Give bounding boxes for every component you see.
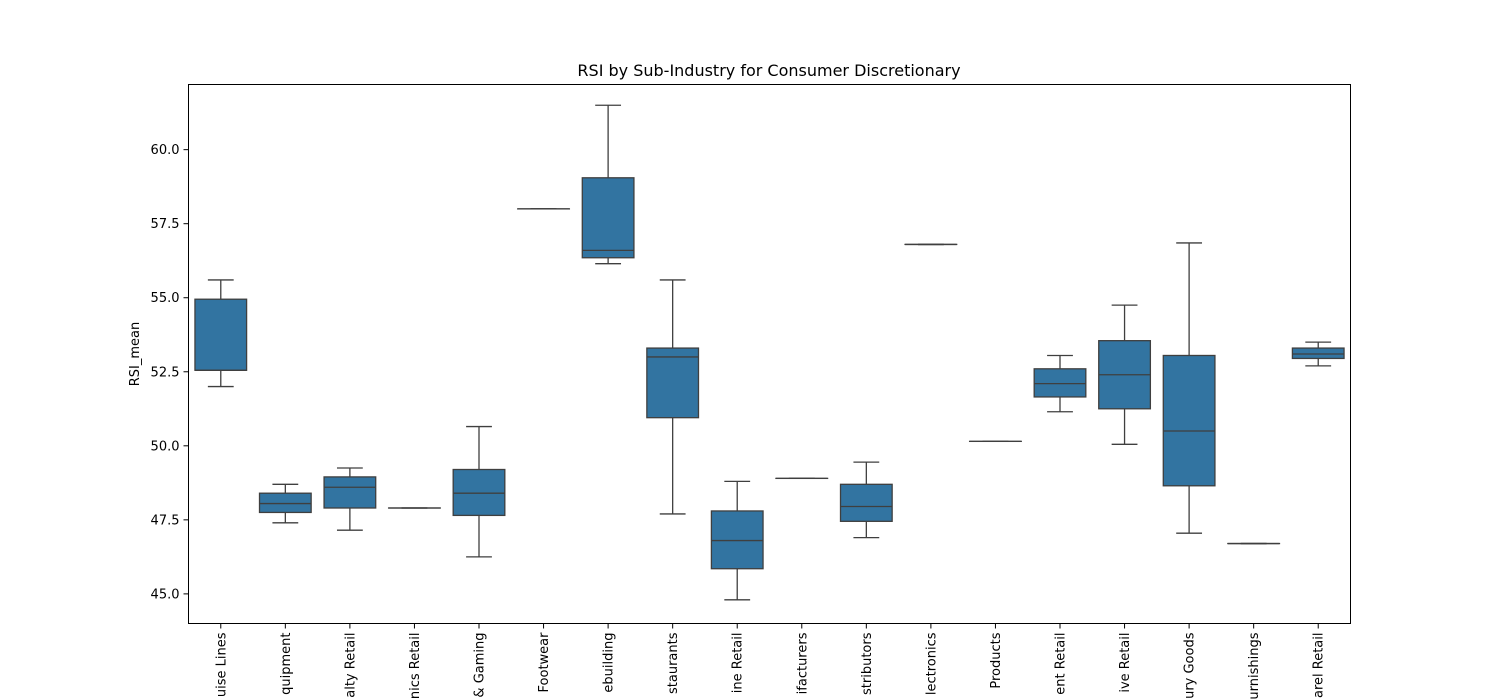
iqr-box <box>710 510 764 570</box>
plot-frame <box>188 84 1351 624</box>
box-5 <box>452 425 506 558</box>
x-tick-label: staurants <box>666 632 681 694</box>
x-tick-label: stributors <box>860 632 875 695</box>
box-14 <box>1033 354 1087 413</box>
iqr-box <box>258 492 312 514</box>
box-7 <box>581 104 635 265</box>
iqr-box <box>194 298 248 371</box>
x-tick-label: quipment <box>279 633 294 695</box>
y-tick-label: 55.0 <box>151 291 180 306</box>
iqr-box <box>323 476 377 509</box>
x-tick-label: lectronics <box>924 632 939 695</box>
y-tick-label: 52.5 <box>151 365 180 380</box>
x-tick-label: Footwear <box>537 632 552 693</box>
y-axis: 45.0 47.5 50.0 52.5 55.0 57.5 60.0 <box>151 143 189 602</box>
box-11 <box>839 461 893 539</box>
x-tick-label: Products <box>989 632 1004 688</box>
box-3 <box>323 467 377 531</box>
x-tick-label: ine Retail <box>731 633 746 694</box>
y-tick-label: 60.0 <box>151 143 180 158</box>
y-axis-label: RSI_mean <box>128 322 143 387</box>
chart-title: RSI by Sub-Industry for Consumer Discret… <box>577 61 960 80</box>
iqr-box <box>1033 368 1087 398</box>
x-tick-label: nics Retail <box>408 633 423 700</box>
x-tick-label: ive Retail <box>1118 633 1133 693</box>
x-tick-label: urnishings <box>1247 632 1262 699</box>
x-tick-label: ury Goods <box>1183 632 1198 699</box>
box-8 <box>646 279 700 515</box>
iqr-box <box>452 468 506 517</box>
y-tick-label: 50.0 <box>151 439 180 454</box>
x-tick-label: uise Lines <box>214 632 229 697</box>
x-tick-label: ent Retail <box>1054 633 1069 695</box>
box-15 <box>1098 304 1152 445</box>
x-tick-label: ifacturers <box>795 632 810 694</box>
box-1 <box>194 279 248 388</box>
x-axis: uise Lines quipment alty Retail nics Retail… <box>214 623 1327 700</box>
y-tick-label: 47.5 <box>151 513 180 528</box>
iqr-box <box>839 483 893 522</box>
y-tick-label: 45.0 <box>151 587 180 602</box>
iqr-box <box>646 347 700 419</box>
iqr-box <box>1291 347 1345 360</box>
y-tick-label: 57.5 <box>151 217 180 232</box>
box-16 <box>1162 242 1216 534</box>
box-18 <box>1291 341 1345 367</box>
box-9 <box>710 480 764 601</box>
box-series <box>194 104 1345 601</box>
iqr-box <box>581 177 635 259</box>
x-tick-label: ebuilding <box>602 633 617 693</box>
x-tick-label: & Gaming <box>473 633 488 698</box>
box-2 <box>258 483 312 524</box>
iqr-box <box>1162 354 1216 487</box>
x-tick-label: alty Retail <box>343 633 358 698</box>
x-tick-label: arel Retail <box>1312 633 1327 699</box>
